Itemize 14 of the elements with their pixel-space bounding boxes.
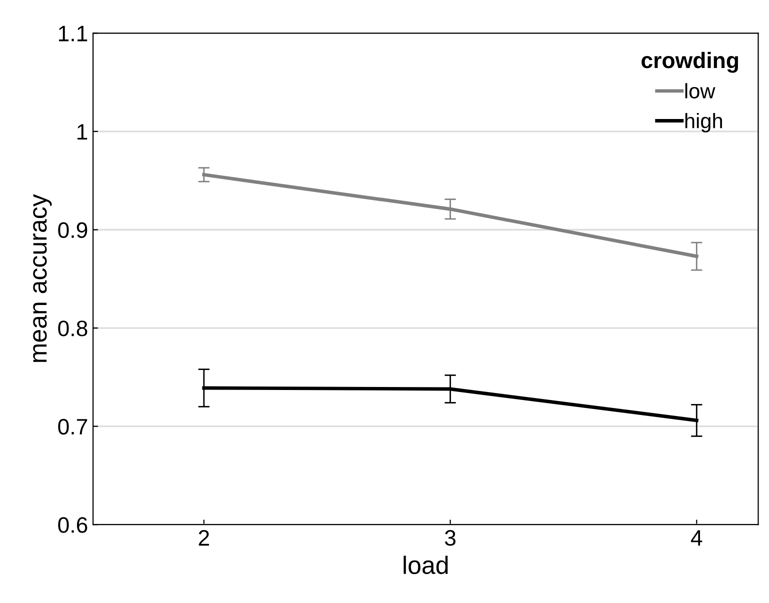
- x-tick-label: 2: [198, 530, 209, 546]
- y-tick-label: 1.1: [58, 26, 88, 42]
- y-tick-label: 0.9: [58, 222, 88, 238]
- x-axis-title: load: [404, 556, 448, 574]
- y-tick-label: 1: [78, 124, 88, 140]
- y-tick-label: 0.8: [58, 320, 88, 336]
- y-tick-label: 0.7: [58, 418, 88, 435]
- legend-title: crowding: [642, 52, 738, 73]
- legend-label: low: [685, 83, 716, 98]
- y-tick-label: 0.6: [58, 517, 88, 533]
- x-tick-label: 4: [690, 530, 702, 546]
- legend-label: high: [685, 112, 722, 132]
- x-tick-label: 3: [444, 530, 456, 546]
- y-axis-title: mean accuracy: [33, 194, 52, 362]
